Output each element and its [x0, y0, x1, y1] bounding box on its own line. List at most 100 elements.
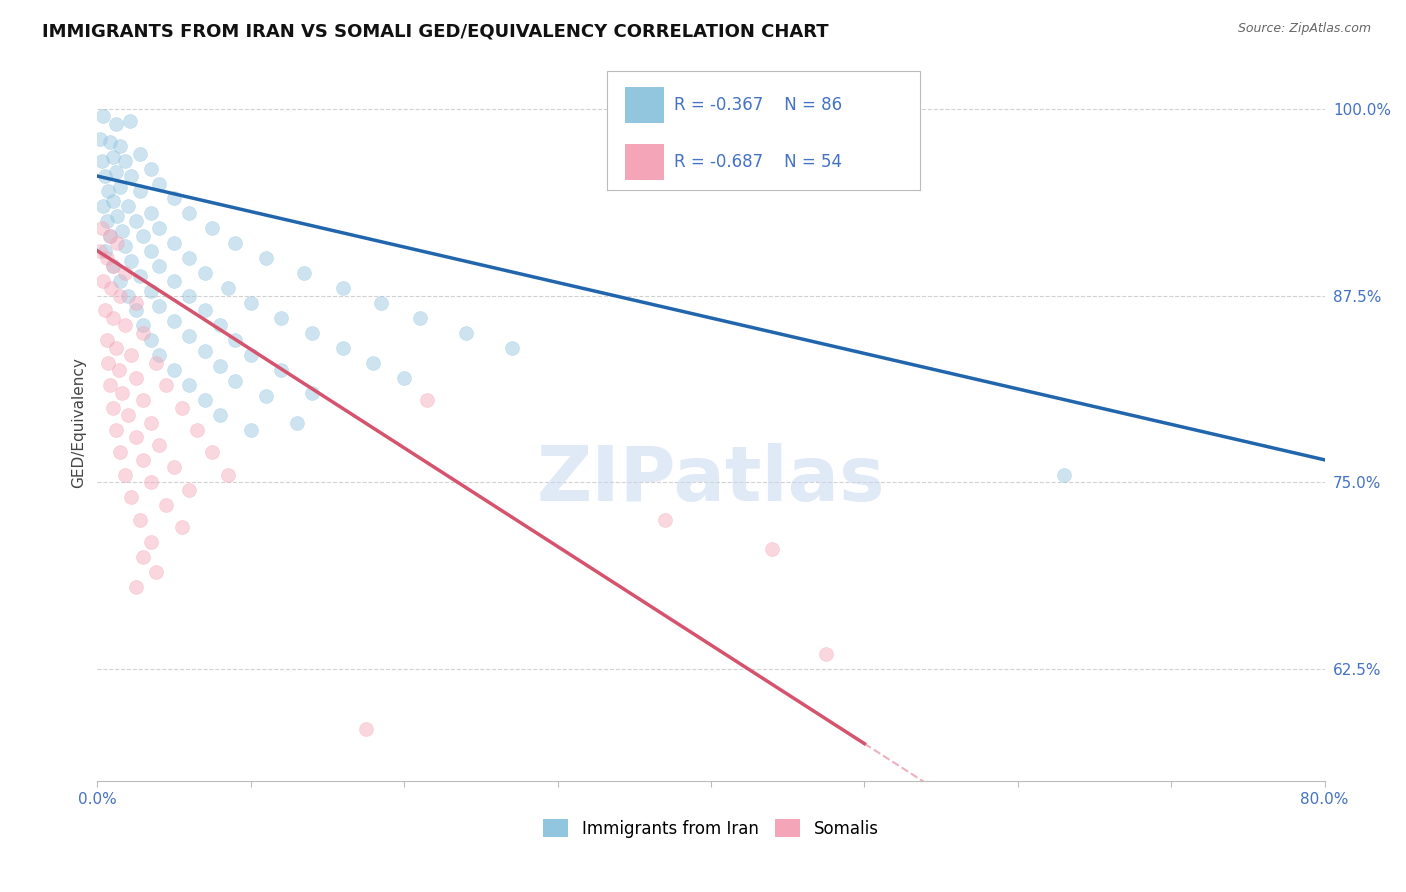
- Point: [179, 206, 201, 220]
- Point: [201, 221, 224, 235]
- Point: [155, 378, 177, 392]
- Point: [132, 549, 155, 564]
- Point: [163, 236, 186, 251]
- Point: [110, 445, 132, 459]
- Text: ZIPatlas: ZIPatlas: [537, 442, 886, 516]
- Point: [254, 389, 277, 403]
- Point: [129, 513, 152, 527]
- Point: [209, 408, 232, 422]
- Point: [110, 288, 132, 302]
- Point: [104, 164, 127, 178]
- Point: [170, 401, 193, 415]
- Point: [105, 210, 128, 224]
- Point: [654, 513, 676, 527]
- Point: [129, 146, 152, 161]
- Point: [125, 214, 148, 228]
- Text: Source: ZipAtlas.com: Source: ZipAtlas.com: [1237, 22, 1371, 36]
- Point: [108, 363, 131, 377]
- Point: [217, 467, 239, 482]
- Point: [145, 565, 167, 579]
- Point: [104, 117, 127, 131]
- Point: [139, 206, 162, 220]
- Text: R = -0.367    N = 86: R = -0.367 N = 86: [675, 96, 842, 114]
- Point: [101, 259, 124, 273]
- Point: [239, 423, 262, 437]
- Point: [105, 236, 128, 251]
- Point: [148, 348, 170, 362]
- Point: [285, 416, 308, 430]
- Point: [170, 520, 193, 534]
- Point: [815, 647, 838, 661]
- Point: [139, 244, 162, 258]
- Point: [114, 318, 136, 333]
- Legend: Immigrants from Iran, Somalis: Immigrants from Iran, Somalis: [537, 813, 886, 845]
- Point: [163, 274, 186, 288]
- Point: [155, 498, 177, 512]
- Point: [148, 259, 170, 273]
- Point: [125, 303, 148, 318]
- Point: [101, 259, 124, 273]
- Point: [97, 356, 120, 370]
- Point: [163, 363, 186, 377]
- FancyBboxPatch shape: [606, 71, 920, 189]
- Point: [120, 169, 142, 183]
- Y-axis label: GED/Equivalency: GED/Equivalency: [72, 357, 86, 488]
- Point: [139, 161, 162, 176]
- Point: [145, 356, 167, 370]
- Point: [209, 359, 232, 373]
- Point: [224, 374, 246, 388]
- Point: [194, 266, 217, 280]
- Point: [139, 535, 162, 549]
- Point: [408, 310, 430, 325]
- Point: [94, 169, 117, 183]
- Point: [139, 284, 162, 298]
- Point: [98, 135, 121, 149]
- Point: [139, 416, 162, 430]
- Point: [94, 244, 117, 258]
- Point: [120, 254, 142, 268]
- Point: [114, 266, 136, 280]
- Point: [89, 244, 111, 258]
- Point: [163, 192, 186, 206]
- Point: [224, 334, 246, 348]
- Point: [110, 139, 132, 153]
- Point: [186, 423, 208, 437]
- Point: [148, 177, 170, 191]
- Point: [239, 348, 262, 362]
- Point: [111, 224, 134, 238]
- Point: [148, 221, 170, 235]
- Point: [129, 184, 152, 198]
- Point: [148, 299, 170, 313]
- FancyBboxPatch shape: [626, 87, 665, 123]
- Point: [125, 296, 148, 310]
- Point: [179, 329, 201, 343]
- Point: [110, 179, 132, 194]
- Point: [501, 341, 523, 355]
- Point: [98, 228, 121, 243]
- Point: [179, 288, 201, 302]
- Point: [114, 154, 136, 169]
- Point: [101, 401, 124, 415]
- FancyBboxPatch shape: [626, 144, 665, 180]
- Point: [370, 296, 392, 310]
- Point: [179, 483, 201, 497]
- Point: [117, 408, 139, 422]
- Point: [179, 251, 201, 265]
- Point: [194, 393, 217, 408]
- Point: [294, 266, 316, 280]
- Point: [194, 303, 217, 318]
- Point: [101, 194, 124, 209]
- Point: [201, 445, 224, 459]
- Point: [96, 251, 118, 265]
- Point: [239, 296, 262, 310]
- Point: [454, 326, 477, 340]
- Point: [363, 356, 385, 370]
- Point: [89, 132, 111, 146]
- Point: [132, 318, 155, 333]
- Point: [94, 303, 117, 318]
- Point: [270, 363, 292, 377]
- Point: [129, 269, 152, 284]
- Point: [96, 214, 118, 228]
- Point: [332, 341, 354, 355]
- Point: [416, 393, 439, 408]
